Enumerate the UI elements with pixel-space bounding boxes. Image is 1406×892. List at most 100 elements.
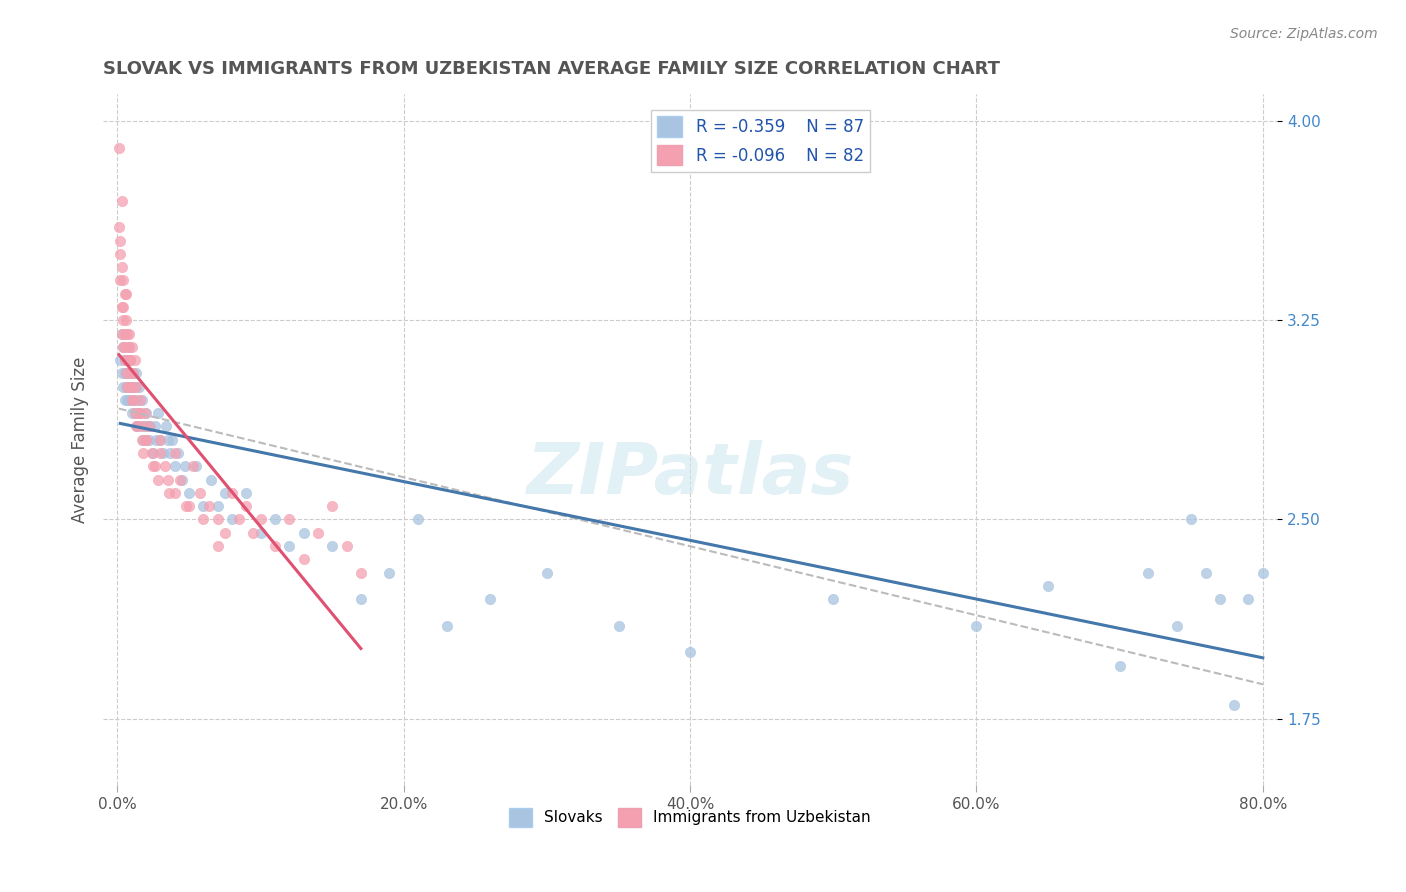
Point (142, 459, 165, 474)
Point (120, 379, 142, 393)
Point (121, 379, 143, 393)
Point (214, 525, 236, 540)
Point (173, 459, 195, 474)
Point (108, 220, 131, 235)
Point (110, 247, 132, 261)
Point (149, 433, 172, 447)
Point (207, 539, 229, 553)
Point (121, 379, 143, 393)
Point (118, 340, 141, 354)
Point (114, 340, 136, 354)
Point (141, 446, 163, 460)
Point (112, 340, 135, 354)
Point (125, 379, 148, 393)
Point (169, 473, 191, 487)
Point (146, 473, 169, 487)
Point (142, 446, 165, 460)
Point (335, 539, 357, 553)
Point (118, 379, 141, 393)
Point (478, 592, 501, 607)
Point (134, 406, 156, 420)
Point (200, 473, 222, 487)
Point (114, 353, 136, 368)
Point (121, 367, 143, 381)
Point (111, 194, 134, 208)
Point (121, 406, 143, 420)
Point (112, 273, 135, 287)
Point (146, 406, 169, 420)
Point (114, 367, 136, 381)
Point (138, 433, 160, 447)
Point (152, 446, 174, 460)
Point (135, 433, 157, 447)
Point (131, 392, 153, 407)
Point (139, 419, 162, 434)
Point (321, 499, 343, 513)
Point (117, 392, 139, 407)
Point (117, 326, 139, 341)
Point (129, 406, 152, 420)
Point (125, 367, 148, 381)
Point (128, 406, 150, 420)
Point (125, 419, 148, 434)
Point (1194, 566, 1216, 580)
Point (156, 473, 179, 487)
Point (124, 353, 146, 368)
Text: ZIPatlas: ZIPatlas (526, 440, 853, 508)
Point (117, 353, 139, 368)
Point (112, 340, 135, 354)
Point (536, 566, 558, 580)
Point (111, 300, 134, 314)
Point (378, 566, 401, 580)
Point (264, 512, 287, 526)
Point (111, 367, 134, 381)
Point (143, 459, 166, 474)
Point (112, 300, 135, 314)
Point (166, 446, 188, 460)
Point (120, 353, 142, 368)
Point (153, 459, 176, 474)
Point (679, 645, 702, 659)
Point (1251, 566, 1274, 580)
Point (124, 379, 146, 393)
Point (115, 353, 138, 368)
Point (1209, 592, 1232, 607)
Point (124, 406, 146, 420)
Point (1180, 512, 1202, 526)
Point (235, 499, 257, 513)
Point (127, 392, 149, 407)
Point (121, 340, 143, 354)
Point (242, 525, 264, 540)
Point (136, 419, 159, 434)
Point (156, 433, 179, 447)
Point (114, 326, 136, 341)
Point (115, 286, 138, 301)
Point (117, 379, 139, 393)
Point (114, 392, 136, 407)
Point (264, 539, 287, 553)
Point (124, 406, 146, 420)
Point (278, 512, 301, 526)
Point (120, 367, 142, 381)
Point (132, 446, 155, 460)
Point (350, 566, 373, 580)
Point (278, 539, 301, 553)
Point (249, 512, 271, 526)
Point (138, 419, 160, 434)
Point (1223, 698, 1246, 713)
Point (118, 340, 141, 354)
Point (1108, 658, 1130, 673)
Point (127, 419, 149, 434)
Point (198, 499, 221, 513)
Point (1036, 579, 1059, 593)
Text: SLOVAK VS IMMIGRANTS FROM UZBEKISTAN AVERAGE FAMILY SIZE CORRELATION CHART: SLOVAK VS IMMIGRANTS FROM UZBEKISTAN AVE… (103, 60, 1000, 78)
Point (117, 353, 139, 368)
Point (823, 592, 845, 607)
Point (186, 459, 208, 474)
Point (115, 379, 138, 393)
Point (181, 459, 204, 474)
Point (122, 379, 145, 393)
Point (292, 552, 315, 566)
Point (122, 367, 145, 381)
Point (1137, 566, 1160, 580)
